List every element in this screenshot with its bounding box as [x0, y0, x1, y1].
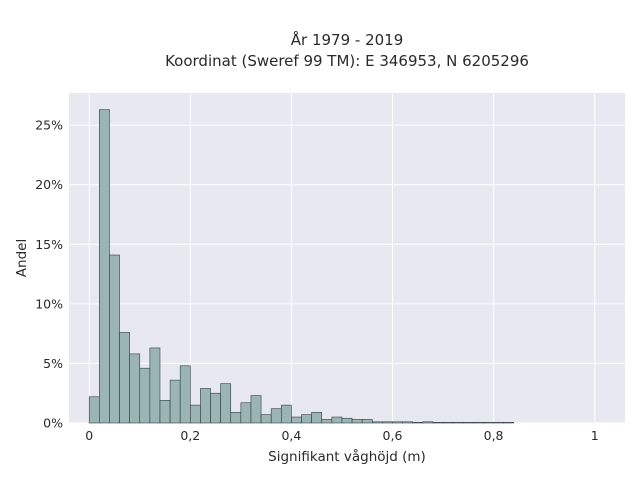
histogram-bar-36 — [452, 422, 464, 424]
y-tick-label-5: 25% — [35, 118, 63, 133]
histogram-bar-14 — [230, 411, 242, 424]
histogram-bar-4 — [129, 353, 141, 424]
histogram-bar-15 — [240, 402, 252, 424]
x-tick-label-1: 0,2 — [180, 428, 200, 443]
histogram-bars — [88, 109, 515, 424]
y-tick-label-1: 5% — [43, 356, 63, 371]
histogram-bar-31 — [402, 421, 414, 424]
histogram-bar-1 — [99, 109, 110, 424]
x-tick-label-4: 0,8 — [484, 428, 504, 443]
y-tick-label-2: 10% — [35, 296, 63, 311]
histogram-bar-30 — [392, 421, 403, 424]
histogram-bar-18 — [270, 408, 282, 424]
y-tick-label-0: 0% — [43, 416, 63, 431]
histogram-bar-11 — [200, 388, 211, 424]
grid-lines — [69, 93, 625, 424]
histogram-bar-39 — [483, 422, 494, 424]
y-tick-label-3: 15% — [35, 237, 63, 252]
histogram-bar-16 — [250, 395, 262, 424]
histogram-bar-21 — [301, 414, 312, 424]
histogram-bar-27 — [361, 419, 373, 424]
x-tick-label-0: 0 — [85, 428, 93, 443]
histogram-bar-0 — [88, 396, 100, 424]
histogram-bar-5 — [139, 367, 151, 424]
histogram-bar-26 — [351, 419, 363, 424]
y-tick-label-4: 20% — [35, 177, 63, 192]
y-axis-label: Andel — [14, 239, 30, 277]
histogram-bar-17 — [260, 414, 272, 424]
histogram-bar-8 — [169, 379, 181, 424]
histogram-bar-2 — [109, 254, 120, 424]
histogram-bar-24 — [331, 416, 343, 424]
histogram-bar-40 — [493, 422, 504, 424]
histogram-bar-29 — [382, 421, 393, 424]
histogram-bar-38 — [473, 422, 484, 424]
histogram-bar-28 — [371, 421, 383, 424]
histogram-bar-32 — [412, 422, 424, 424]
chart-title-line-1: År 1979 - 2019 — [291, 30, 404, 49]
chart-title-line-2: Koordinat (Sweref 99 TM): E 346953, N 62… — [165, 52, 529, 70]
x-tick-label-5: 1 — [591, 428, 599, 443]
histogram-bar-12 — [210, 392, 221, 424]
histogram-bar-20 — [291, 416, 302, 424]
histogram-bar-35 — [442, 422, 454, 424]
histogram-bar-33 — [422, 421, 434, 424]
histogram-bar-25 — [341, 417, 353, 424]
histogram-bar-23 — [321, 419, 333, 424]
histogram-bar-6 — [149, 347, 161, 424]
x-tick-label-2: 0,4 — [281, 428, 301, 443]
histogram-bar-3 — [119, 332, 130, 424]
x-axis-label: Signifikant våghöjd (m) — [268, 448, 426, 465]
histogram-bar-19 — [280, 404, 292, 424]
histogram-bar-37 — [462, 422, 474, 424]
histogram-bar-10 — [190, 404, 201, 424]
y-tick-labels: 0% 5% 10% 15% 20% 25% — [35, 118, 63, 431]
histogram-bar-41 — [503, 422, 515, 424]
histogram-bar-22 — [311, 411, 323, 424]
histogram-bar-13 — [220, 383, 232, 424]
plot-area — [69, 93, 625, 423]
histogram-bar-9 — [179, 365, 191, 424]
histogram-bar-7 — [159, 400, 171, 424]
histogram-bar-34 — [432, 422, 444, 424]
x-tick-label-3: 0,6 — [383, 428, 403, 443]
x-tick-labels: 0 0,2 0,4 0,6 0,8 1 — [85, 428, 598, 443]
